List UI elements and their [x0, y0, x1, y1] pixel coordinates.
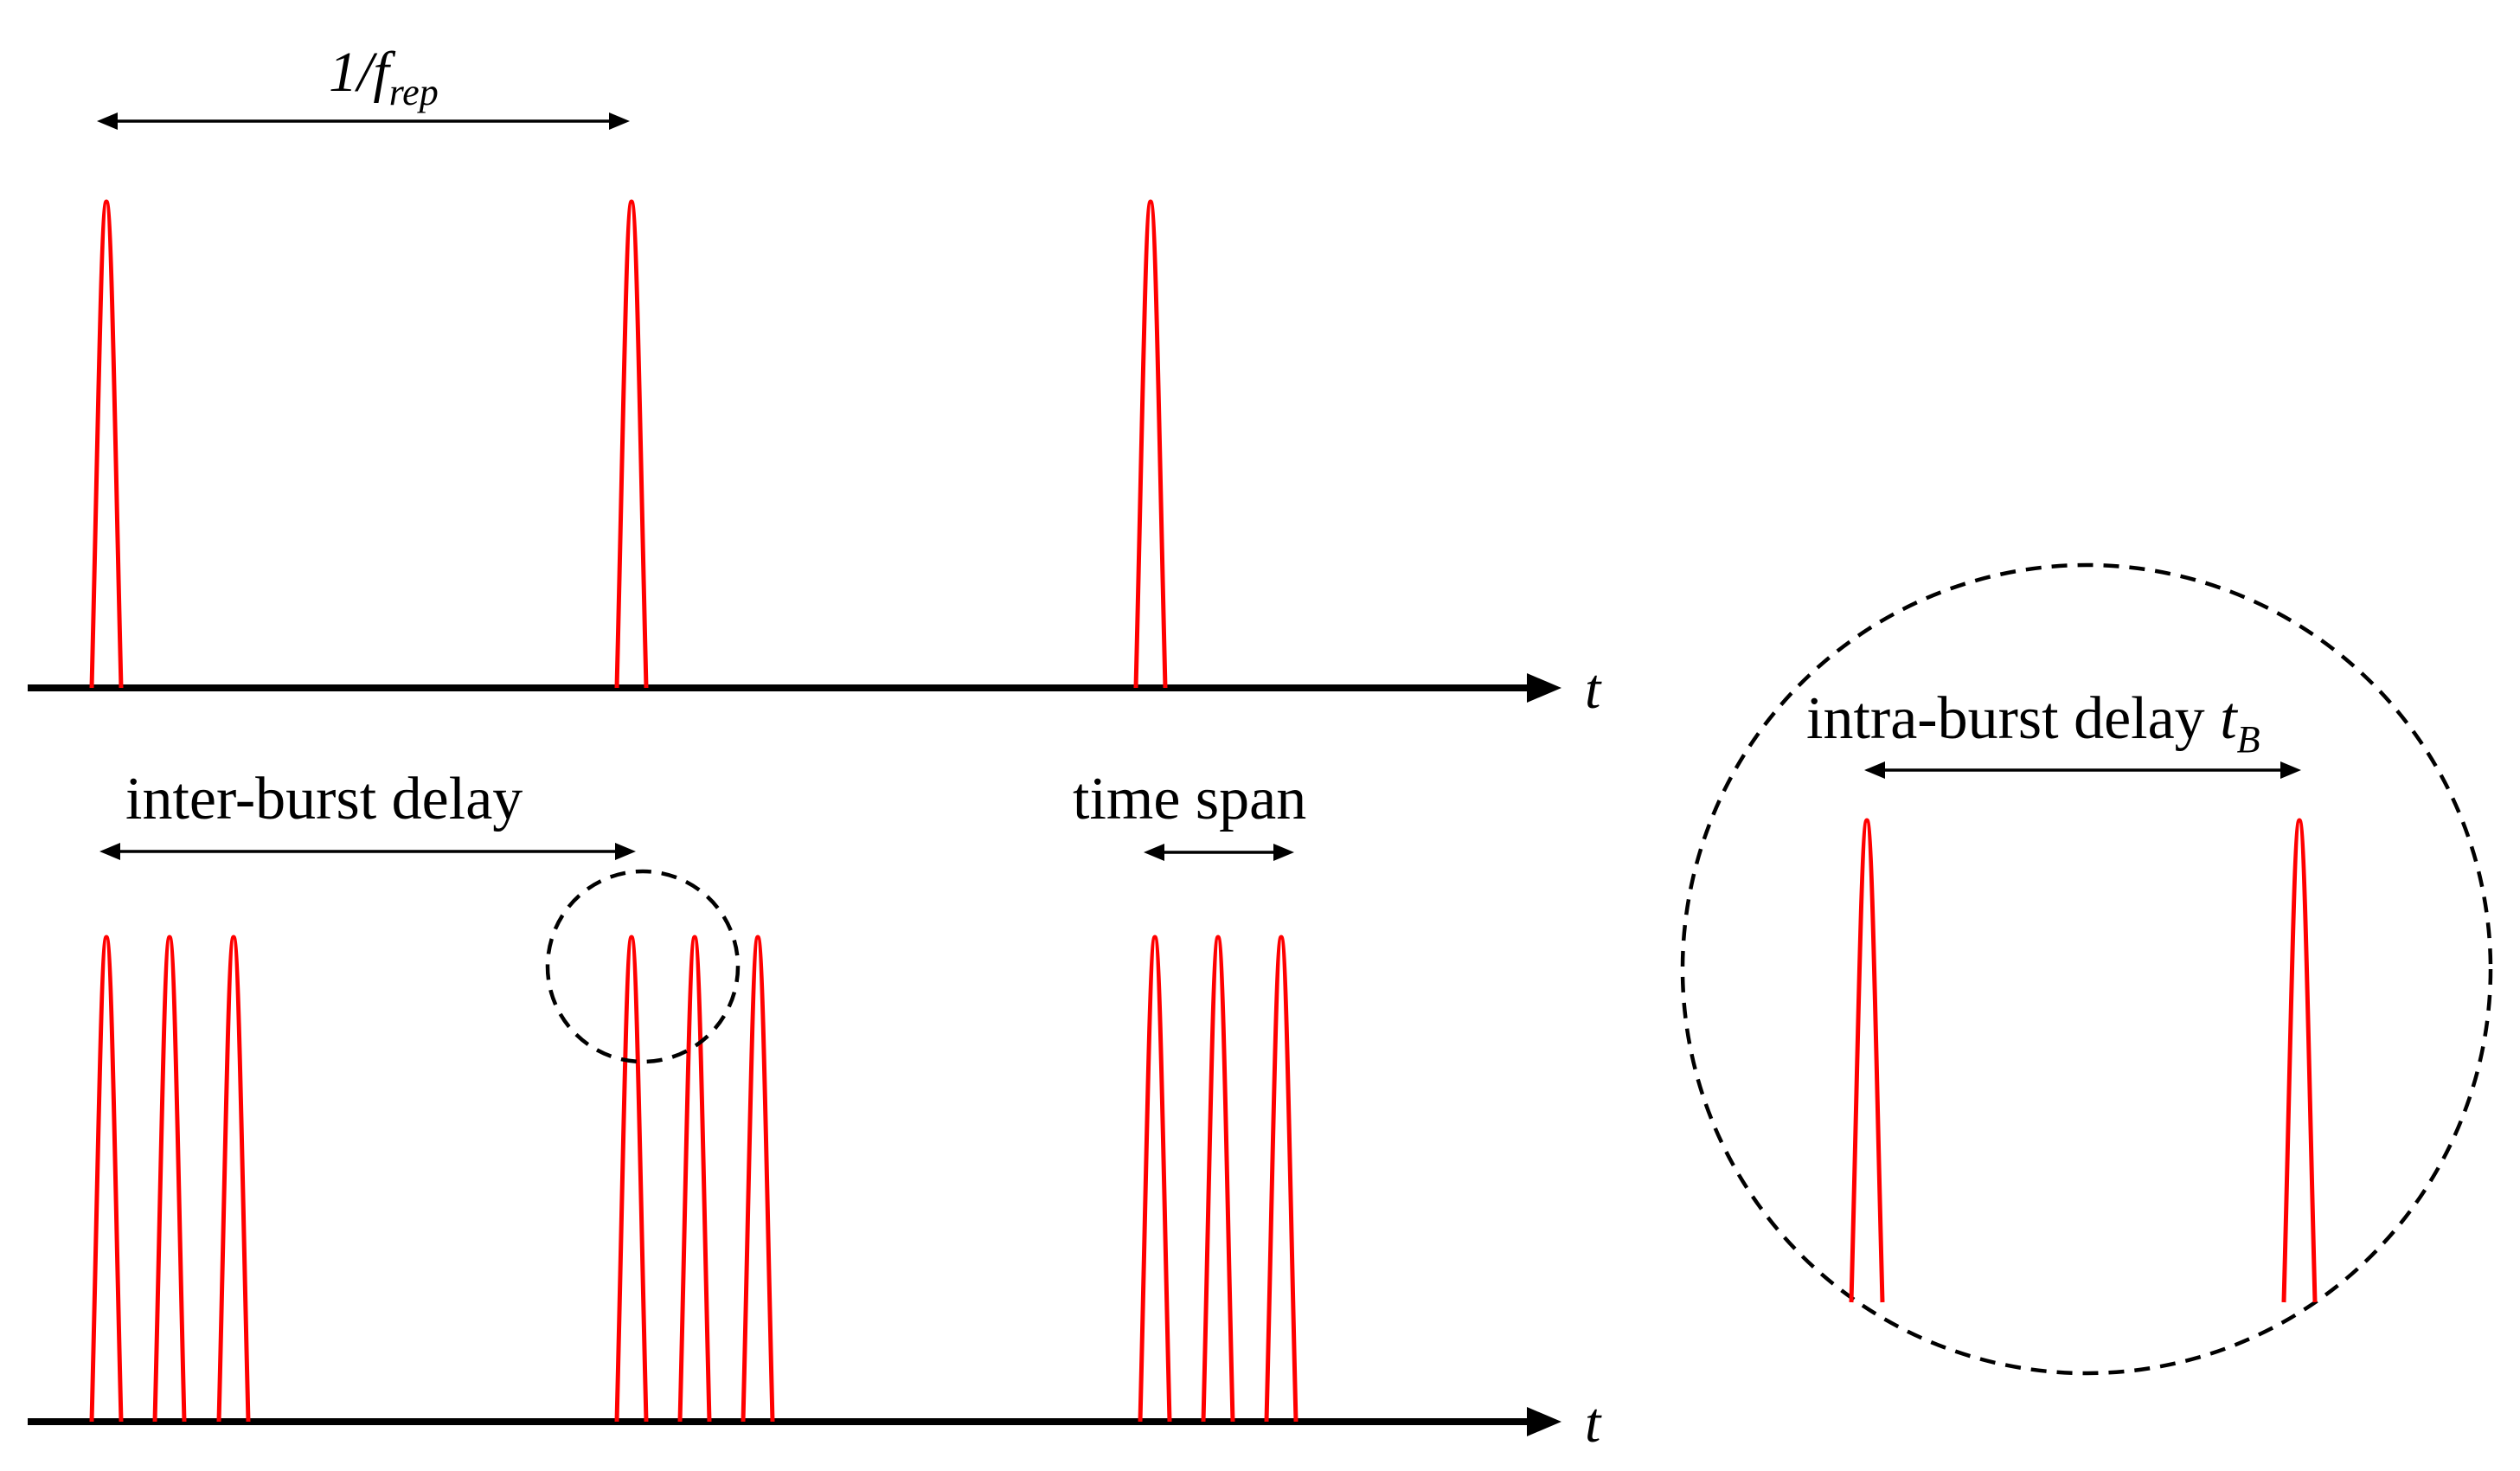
burst-pulse-3: [216, 935, 251, 1423]
burst-pulse-6: [741, 935, 775, 1423]
rep-period-label: 1/frep: [329, 41, 439, 113]
top-pulse-train: [89, 199, 1168, 689]
intra-burst-dimension: [1864, 761, 2301, 779]
zoom-pulse-2: [2281, 818, 2318, 1303]
burst-pulse-4: [614, 935, 649, 1423]
inter-burst-dimension: [99, 843, 636, 860]
top-axis-label: t: [1585, 658, 1602, 721]
bottom-burst-train: [89, 935, 1298, 1423]
bottom-axis-label: t: [1585, 1391, 1602, 1455]
time-span-label: time span: [1073, 766, 1306, 832]
time-span-dimension: [1144, 844, 1294, 861]
burst-pulse-5: [677, 935, 712, 1423]
burst-pulse-9: [1264, 935, 1298, 1423]
zoom-pulse-1: [1849, 818, 1885, 1303]
top-pulse-1: [89, 199, 124, 689]
burst-pulse-7: [1138, 935, 1172, 1423]
zoom-circle: [1680, 562, 2493, 1376]
top-time-axis: [28, 673, 1561, 703]
intra-burst-label: intra-burst delay tB: [1806, 685, 2260, 761]
top-pulse-2: [614, 199, 649, 689]
zoom-pulses: [1849, 818, 2318, 1303]
burst-pulse-1: [89, 935, 124, 1423]
burst-pulse-8: [1201, 935, 1235, 1423]
top-pulse-3: [1133, 199, 1168, 689]
inter-burst-label: inter-burst delay: [125, 766, 523, 832]
burst-pulse-2: [152, 935, 187, 1423]
small-zoom-circle: [545, 869, 741, 1064]
bottom-time-axis: [28, 1407, 1561, 1436]
rep-period-dimension: [97, 112, 630, 130]
